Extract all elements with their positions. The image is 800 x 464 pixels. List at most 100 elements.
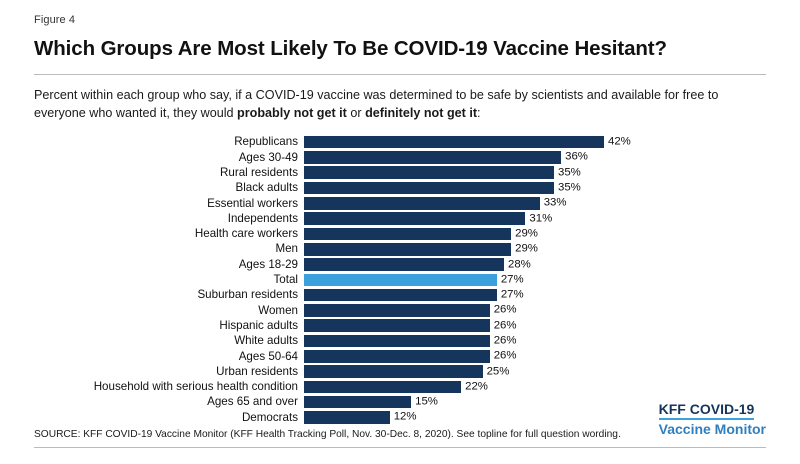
bar [304,273,497,287]
bar-track: 35% [304,166,766,180]
bar [304,334,490,348]
bar-rows: Republicans 42% Ages 30-49 36% Rural residen… [34,135,766,426]
bar-row: Independents 31% [34,211,766,226]
bar [304,151,562,164]
bar-track: 29% [304,227,766,241]
bar-row: Hispanic adults 26% [34,318,766,333]
bar-track: 27% [304,288,766,302]
bar [304,166,554,180]
bar-track: 27% [304,273,766,287]
bar-track: 33% [304,197,766,210]
kff-logo: KFF COVID-19 Vaccine Monitor [658,401,766,438]
bar-row: Ages 65 and over 15% [34,395,766,410]
bar [304,380,462,394]
bar [304,212,526,225]
chart-page: Figure 4 Which Groups Are Most Likely To… [0,14,800,464]
bar [304,304,490,317]
bar-category-label: Total [273,273,299,287]
bar-value-label: 28% [508,257,531,270]
bar-value-label: 12% [393,410,417,423]
bar-track: 35% [304,181,766,195]
page-title: Which Groups Are Most Likely To Be COVID… [34,37,667,60]
subtitle-part-3: : [477,106,481,121]
bar [304,181,554,195]
bar [304,135,604,149]
bar-value-label: 22% [465,380,488,393]
bar [304,227,512,241]
bar-category-label: Health care workers [194,227,298,241]
logo-line-2: Vaccine Monitor [658,421,766,438]
subtitle-bold-1: probably not get it [237,106,347,121]
bar-track: 42% [304,136,766,149]
bar-track: 31% [304,212,766,225]
bar-value-label: 35% [558,181,581,194]
bar-row: Ages 30-49 36% [34,150,766,165]
bar-value-label: 25% [486,364,510,377]
bar-track: 15% [304,396,766,409]
bar-value-label: 29% [515,227,538,240]
chart-subtitle: Percent within each group who say, if a … [34,86,734,123]
bar-category-label: Independents [227,211,298,225]
bar-row: Rural residents 35% [34,165,766,180]
bar [304,242,512,256]
bar-track: 22% [304,380,766,394]
bar-row: Republicans 42% [34,135,766,150]
bar-row: Household with serious health condition 2… [34,379,766,394]
bar-track: 25% [304,365,766,378]
bar-row: White adults 26% [34,333,766,348]
source-note: SOURCE: KFF COVID-19 Vaccine Monitor (KF… [34,429,621,440]
bar-track: 29% [304,243,766,256]
subtitle-part-1: Percent within each group who say, if a … [34,88,719,121]
figure-label: Figure 4 [34,14,76,26]
bar-row: Health care workers 29% [34,226,766,241]
bar [304,319,490,332]
bar-category-label: White adults [234,334,298,348]
bar-value-label: 26% [493,349,517,362]
bar-category-label: Rural residents [220,165,298,179]
bar [304,350,490,363]
bar [304,258,504,271]
bar-category-label: Ages 18-29 [238,257,298,271]
bar-category-label: Men [275,242,298,256]
bar-track: 26% [304,350,766,363]
subtitle-bold-2: definitely not get it [365,106,478,121]
footer-divider [34,447,766,448]
bar-chart: Republicans 42% Ages 30-49 36% Rural residen… [34,135,766,424]
bar-category-label: Ages 65 and over [207,395,298,409]
bar-track: 26% [304,319,766,332]
bar-row: Ages 18-29 28% [34,257,766,272]
bar-category-label: Ages 30-49 [238,150,298,164]
bar-row: Black adults 35% [34,180,766,195]
logo-line-1: KFF COVID-19 [658,401,755,421]
bar-track: 36% [304,151,766,164]
bar-category-label: Democrats [241,410,298,424]
bar-category-label: Black adults [235,181,298,195]
bar-row: Essential workers 33% [34,196,766,211]
bar-category-label: Essential workers [207,196,298,210]
bar-category-label: Ages 50-64 [238,349,298,363]
bar-track: 28% [304,258,766,271]
bar-value-label: 29% [515,242,538,255]
bar-value-label: 26% [493,334,517,347]
bar [304,411,390,424]
bar-category-label: Suburban residents [197,288,298,302]
bar-row: Ages 50-64 26% [34,349,766,364]
bar-category-label: Hispanic adults [219,318,298,332]
bar-value-label: 27% [500,288,524,301]
bar-row: Urban residents 25% [34,364,766,379]
subtitle-part-2: or [346,106,366,121]
bar-category-label: Household with serious health condition [93,380,298,394]
bar-value-label: 26% [493,303,517,316]
bar-category-label: Republicans [234,135,298,149]
bar [304,395,412,409]
bar-value-label: 36% [565,150,588,163]
bar [304,197,540,210]
bar-category-label: Urban residents [216,364,298,378]
bar-track: 26% [304,304,766,317]
bar-value-label: 15% [415,395,438,408]
bar-row: Women 26% [34,303,766,318]
bar-track: 26% [304,334,766,348]
bar-value-label: 42% [608,135,631,148]
bar-value-label: 26% [493,319,517,331]
bar-row: Men 29% [34,242,766,257]
